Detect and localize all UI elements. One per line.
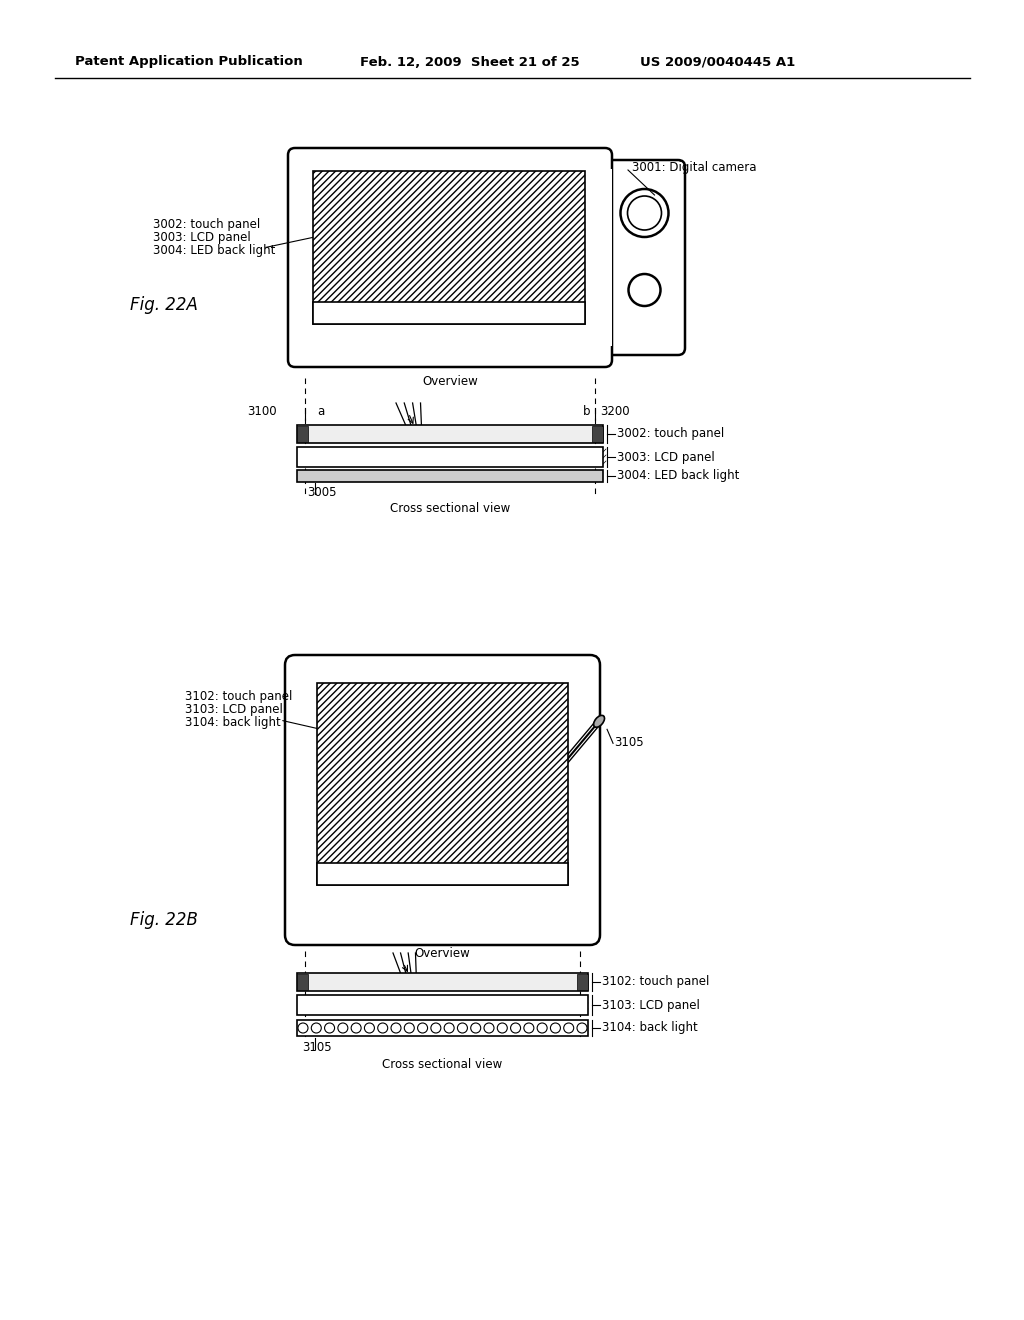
Text: 3105: 3105 <box>302 1041 332 1053</box>
Text: a: a <box>317 405 325 418</box>
Bar <box>297 425 603 444</box>
Bar <box>577 974 588 990</box>
Text: Overview: Overview <box>422 375 478 388</box>
Text: Cross sectional view: Cross sectional view <box>382 1059 503 1071</box>
Text: 3104: back light: 3104: back light <box>185 715 281 729</box>
Text: 3004: LED back light: 3004: LED back light <box>617 470 739 483</box>
Text: Feb. 12, 2009  Sheet 21 of 25: Feb. 12, 2009 Sheet 21 of 25 <box>360 55 580 69</box>
Bar <box>317 863 568 884</box>
Text: Cross sectional view: Cross sectional view <box>390 502 510 515</box>
Bar <box>297 447 603 467</box>
Text: 3003: LCD panel: 3003: LCD panel <box>153 231 251 244</box>
Bar <box>313 172 585 323</box>
Bar <box>297 973 588 991</box>
Bar <box>297 426 308 442</box>
FancyBboxPatch shape <box>288 148 612 367</box>
Bar <box>297 1020 588 1036</box>
Text: 3102: touch panel: 3102: touch panel <box>602 975 710 989</box>
Text: 3102: touch panel: 3102: touch panel <box>185 690 293 704</box>
Bar <box>317 682 568 884</box>
Text: 3100: 3100 <box>248 405 278 418</box>
FancyBboxPatch shape <box>285 655 600 945</box>
Bar <box>313 302 585 323</box>
Text: Patent Application Publication: Patent Application Publication <box>75 55 303 69</box>
Text: 3104: back light: 3104: back light <box>602 1022 697 1035</box>
Text: 3001: Digital camera: 3001: Digital camera <box>632 161 757 174</box>
Text: Fig. 22B: Fig. 22B <box>130 911 198 929</box>
Bar <box>297 974 308 990</box>
Bar <box>592 426 603 442</box>
Text: 3103: LCD panel: 3103: LCD panel <box>185 704 283 715</box>
Bar <box>297 470 603 482</box>
Bar <box>297 995 588 1015</box>
Text: 3002: touch panel: 3002: touch panel <box>153 218 260 231</box>
Text: 3103: LCD panel: 3103: LCD panel <box>602 998 699 1011</box>
Text: 3105: 3105 <box>614 737 644 750</box>
Text: 3004: LED back light: 3004: LED back light <box>153 244 275 257</box>
Bar <box>600 169 612 346</box>
Text: Overview: Overview <box>415 946 470 960</box>
Text: US 2009/0040445 A1: US 2009/0040445 A1 <box>640 55 796 69</box>
Text: 3200: 3200 <box>600 405 630 418</box>
Text: b: b <box>583 405 591 418</box>
Text: Fig. 22A: Fig. 22A <box>130 296 198 314</box>
FancyBboxPatch shape <box>596 160 685 355</box>
Text: 3003: LCD panel: 3003: LCD panel <box>617 450 715 463</box>
Text: 3005: 3005 <box>307 486 337 499</box>
Text: 3002: touch panel: 3002: touch panel <box>617 428 724 441</box>
Ellipse shape <box>594 715 604 727</box>
